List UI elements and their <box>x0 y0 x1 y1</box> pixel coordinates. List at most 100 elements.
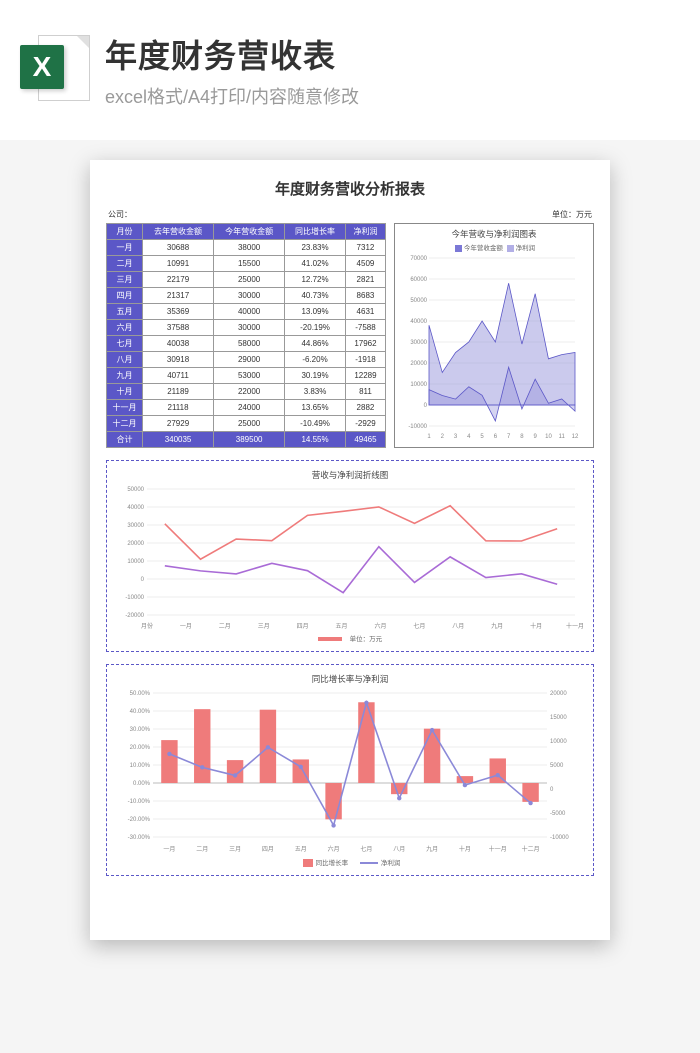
svg-text:-5000: -5000 <box>550 811 566 817</box>
cell-growth: 13.09% <box>285 304 346 320</box>
table-row: 十二月2792925000-10.49%-2929 <box>107 416 386 432</box>
legend-label-revenue: 今年营收金额 <box>464 245 503 252</box>
row-month: 二月 <box>107 256 143 272</box>
cell-growth: -10.49% <box>285 416 346 432</box>
svg-text:4: 4 <box>467 434 471 440</box>
svg-text:十一月: 十一月 <box>566 622 583 630</box>
row-month: 三月 <box>107 272 143 288</box>
svg-text:11: 11 <box>559 434 566 440</box>
cell-last: 40711 <box>143 368 214 384</box>
cell-profit: 4509 <box>345 256 385 272</box>
cell-last: 22179 <box>143 272 214 288</box>
row-month: 七月 <box>107 336 143 352</box>
table-header-row: 月份 去年营收金额 今年营收金额 同比增长率 净利润 <box>107 224 386 240</box>
combo-chart-legend: 同比增长率 净利润 <box>113 857 587 867</box>
svg-text:12: 12 <box>572 434 579 440</box>
svg-text:15000: 15000 <box>550 715 567 721</box>
svg-text:-20000: -20000 <box>125 613 144 619</box>
svg-text:0.00%: 0.00% <box>133 781 151 787</box>
table-row: 十一月211182400013.65%2882 <box>107 400 386 416</box>
cell-last: 37588 <box>143 320 214 336</box>
legend-swatch-revenue <box>455 245 462 252</box>
banner-title: 年度财务营收表 <box>105 31 680 77</box>
cell-last: 10991 <box>143 256 214 272</box>
financial-table: 月份 去年营收金额 今年营收金额 同比增长率 净利润 一月30688380002… <box>106 223 386 448</box>
svg-text:1: 1 <box>427 434 431 440</box>
table-row: 九月407115300030.19%12289 <box>107 368 386 384</box>
table-total-row: 合计34003538950014.55%49465 <box>107 432 386 448</box>
cell-profit: 2882 <box>345 400 385 416</box>
cell-growth: 13.65% <box>285 400 346 416</box>
svg-text:八月: 八月 <box>393 846 405 853</box>
svg-text:9: 9 <box>534 434 538 440</box>
svg-text:10000: 10000 <box>550 739 567 745</box>
cell-this: 22000 <box>214 384 285 400</box>
legend-line-swatch-2 <box>360 862 378 864</box>
svg-text:九月: 九月 <box>491 622 503 630</box>
svg-text:三月: 三月 <box>258 623 270 630</box>
svg-text:5000: 5000 <box>550 763 564 769</box>
cell-growth: 41.02% <box>285 256 346 272</box>
table-row: 七月400385800044.86%17962 <box>107 336 386 352</box>
svg-text:6: 6 <box>494 434 498 440</box>
cell-growth: 23.83% <box>285 240 346 256</box>
cell-profit: -1918 <box>345 352 385 368</box>
table-row: 四月213173000040.73%8683 <box>107 288 386 304</box>
area-chart-legend: 今年营收金额 净利润 <box>399 242 589 252</box>
svg-text:月份: 月份 <box>141 622 153 630</box>
line-chart-legend: 单位：万元 <box>113 633 587 643</box>
area-chart-box: 今年营收与净利润图表 今年营收金额 净利润 -10000010000200003… <box>394 223 594 448</box>
cell-this: 30000 <box>214 320 285 336</box>
svg-text:七月: 七月 <box>413 622 425 630</box>
excel-x-badge: X <box>20 45 64 89</box>
svg-text:-10000: -10000 <box>125 595 144 601</box>
cell-this: 58000 <box>214 336 285 352</box>
cell-last: 27929 <box>143 416 214 432</box>
combo-chart-title: 同比增长率与净利润 <box>113 673 587 685</box>
cell-last: 40038 <box>143 336 214 352</box>
svg-text:20000: 20000 <box>550 691 567 697</box>
line-chart-legend-label: 单位：万元 <box>350 636 383 643</box>
col-growth: 同比增长率 <box>285 224 346 240</box>
svg-text:-10000: -10000 <box>550 835 569 841</box>
cell-last: 21118 <box>143 400 214 416</box>
svg-text:六月: 六月 <box>374 622 386 630</box>
svg-text:十月: 十月 <box>459 845 471 853</box>
col-profit: 净利润 <box>345 224 385 240</box>
svg-text:20000: 20000 <box>410 361 427 367</box>
svg-text:8: 8 <box>520 434 524 440</box>
svg-text:20000: 20000 <box>127 541 144 547</box>
excel-file-icon: X <box>20 35 90 105</box>
cell-profit: 17962 <box>345 336 385 352</box>
banner-subtitle: excel格式/A4打印/内容随意修改 <box>105 83 680 109</box>
company-label: 公司： <box>108 209 132 220</box>
svg-text:0: 0 <box>550 787 554 793</box>
col-month: 月份 <box>107 224 143 240</box>
svg-text:三月: 三月 <box>229 846 241 853</box>
cell-growth: -6.20% <box>285 352 346 368</box>
svg-text:四月: 四月 <box>262 846 274 853</box>
area-chart-title: 今年营收与净利润图表 <box>399 228 589 240</box>
table-row: 二月109911550041.02%4509 <box>107 256 386 272</box>
cell-this: 29000 <box>214 352 285 368</box>
cell-this: 25000 <box>214 272 285 288</box>
table-row: 一月306883800023.83%7312 <box>107 240 386 256</box>
svg-text:七月: 七月 <box>360 845 372 853</box>
cell-growth: 44.86% <box>285 336 346 352</box>
svg-text:-10.00%: -10.00% <box>128 799 151 805</box>
unit-label: 单位：万元 <box>552 209 592 220</box>
legend-swatch-profit <box>507 245 514 252</box>
combo-chart-panel: 同比增长率与净利润 -30.00%-20.00%-10.00%0.00%10.0… <box>106 664 594 876</box>
cell-last: 21317 <box>143 288 214 304</box>
cell-this: 40000 <box>214 304 285 320</box>
svg-text:30.00%: 30.00% <box>130 727 151 733</box>
svg-text:八月: 八月 <box>452 623 464 630</box>
line-chart-title: 营收与净利润折线图 <box>113 469 587 481</box>
svg-text:30000: 30000 <box>410 340 427 346</box>
svg-text:40.00%: 40.00% <box>130 709 151 715</box>
svg-text:5: 5 <box>480 434 484 440</box>
row-month: 十月 <box>107 384 143 400</box>
svg-text:二月: 二月 <box>196 846 208 853</box>
row-month: 十一月 <box>107 400 143 416</box>
cell-last: 21189 <box>143 384 214 400</box>
